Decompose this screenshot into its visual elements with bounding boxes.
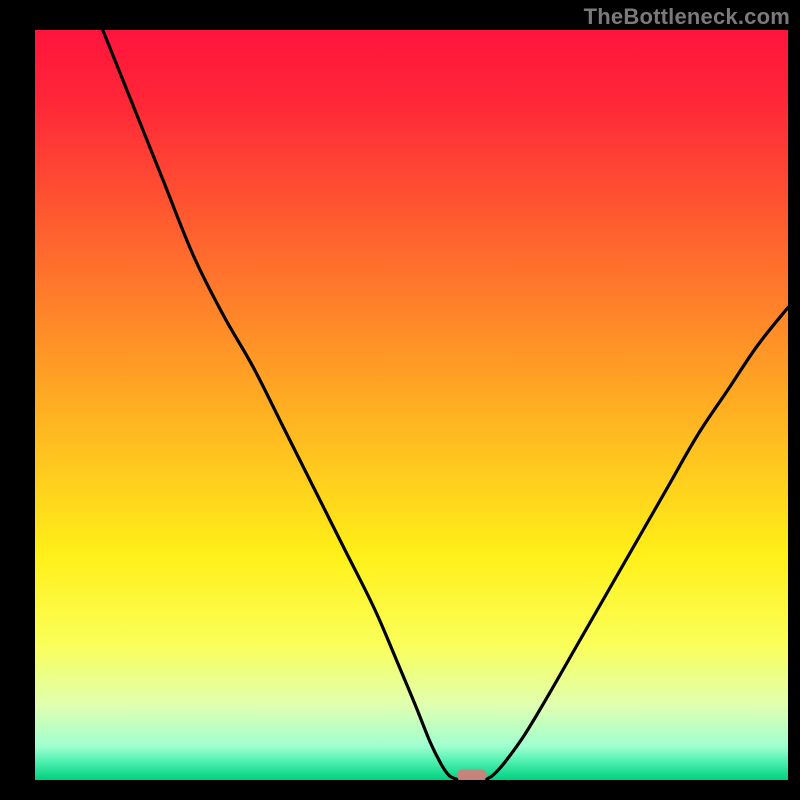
plot-area <box>35 30 788 780</box>
watermark-text: TheBottleneck.com <box>584 4 790 30</box>
chart-frame: TheBottleneck.com <box>0 0 800 800</box>
bottleneck-marker <box>457 770 487 781</box>
chart-svg <box>35 30 788 780</box>
